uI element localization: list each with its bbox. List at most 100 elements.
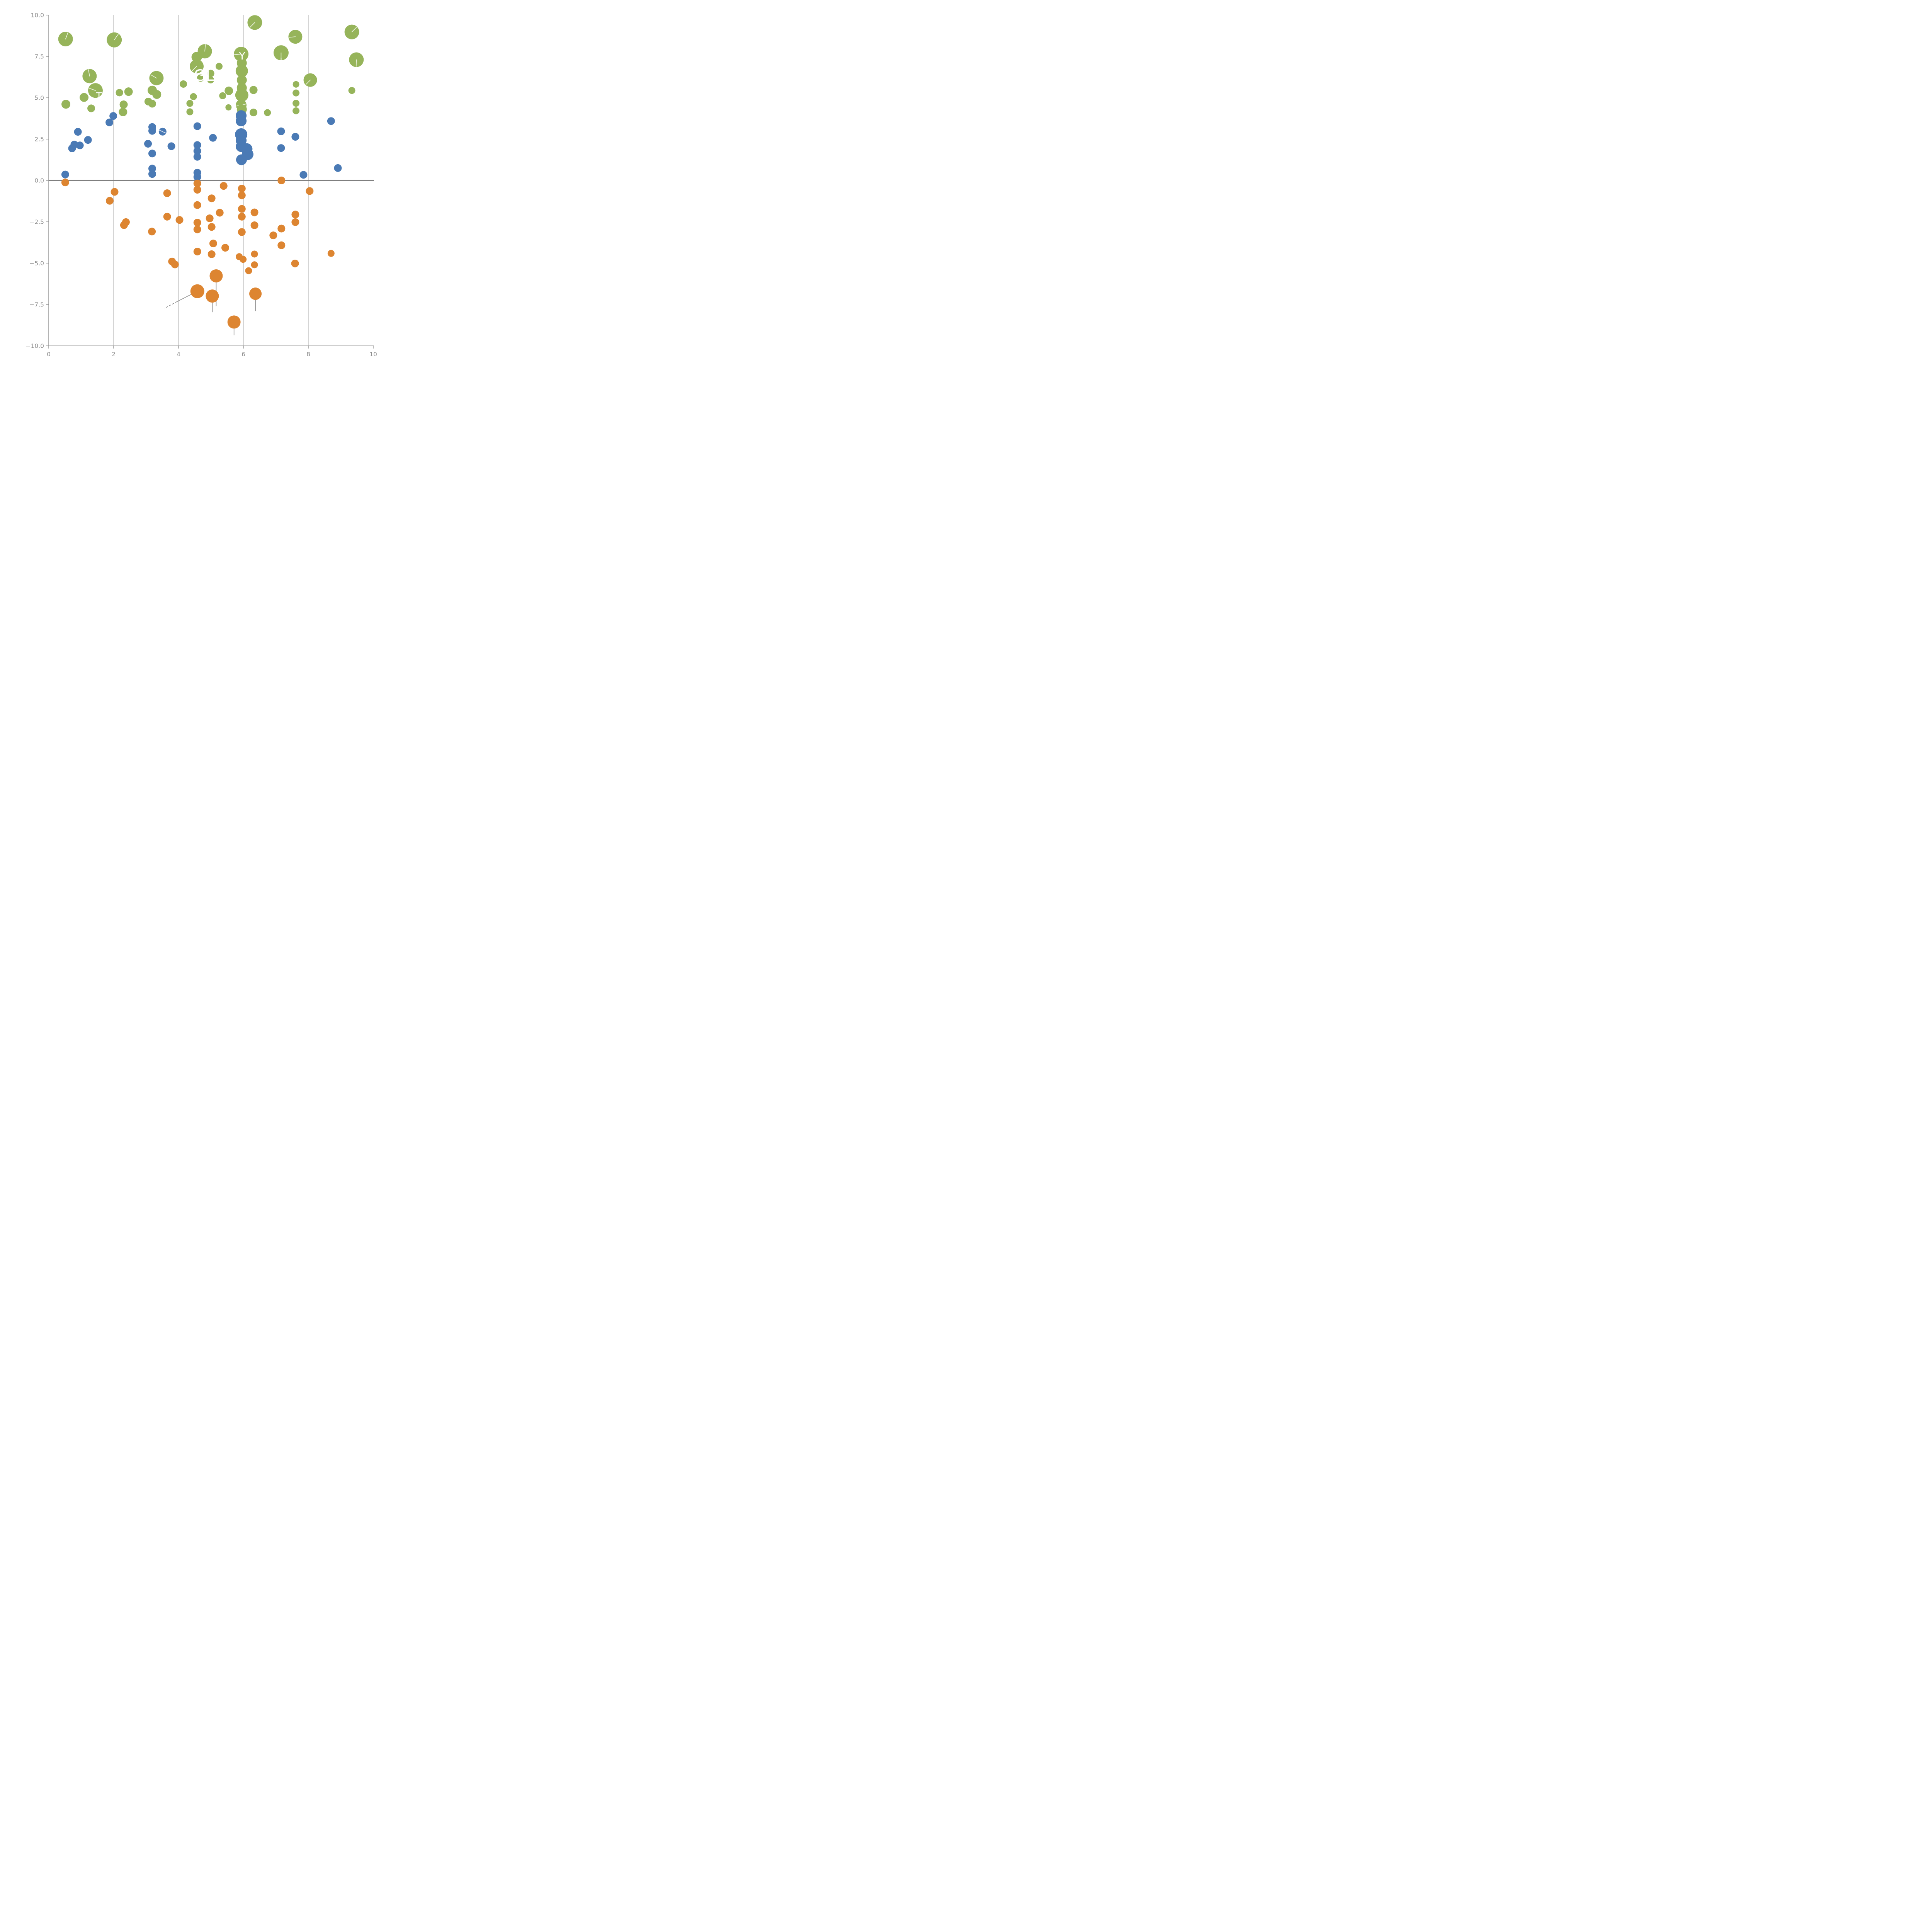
- bubble-label: Y: [238, 50, 245, 62]
- green-data-point: [186, 108, 194, 116]
- orange-data-point: [193, 248, 201, 256]
- orange-data-point: [209, 240, 217, 248]
- x-tick-label: 8: [306, 351, 310, 358]
- y-tick-label: 7.5: [34, 53, 44, 60]
- orange-data-point: [238, 228, 246, 236]
- green-data-point: [87, 104, 95, 112]
- orange-data-point: [291, 218, 299, 226]
- blue-data-point: [334, 164, 342, 172]
- green-data-point: [219, 92, 226, 99]
- orange-data-point: [277, 241, 286, 249]
- blue-data-point: [74, 128, 82, 136]
- orange-data-point: [238, 191, 246, 199]
- orange-data-point: [245, 267, 252, 274]
- x-tick-label: 4: [177, 351, 180, 358]
- green-data-point: [124, 87, 133, 96]
- orange-data-point: [291, 211, 299, 219]
- orange-data-point: [250, 208, 259, 216]
- green-data-point: [207, 76, 214, 83]
- blue-data-point: [193, 153, 201, 161]
- orange-data-point: [190, 284, 204, 298]
- orange-data-point: [238, 184, 246, 192]
- blue-data-point: [277, 144, 285, 152]
- green-data-point: [236, 75, 247, 85]
- y-tick-label: −10.0: [26, 343, 44, 350]
- bubble-needle: [355, 59, 357, 67]
- bubble-needle: [88, 69, 90, 77]
- green-data-point: [264, 109, 271, 116]
- x-tick-label: 2: [112, 351, 116, 358]
- orange-data-point: [209, 269, 223, 282]
- orange-data-point: [61, 179, 69, 187]
- blue-data-point: [193, 173, 201, 181]
- blue-data-point: [144, 139, 152, 148]
- orange-data-point: [163, 189, 171, 197]
- blue-data-point: [61, 170, 69, 179]
- orange-data-point: [207, 250, 216, 258]
- green-data-point: [249, 86, 258, 94]
- x-tick-label: 6: [242, 351, 245, 358]
- orange-data-point: [207, 194, 216, 202]
- green-data-point: [293, 81, 299, 88]
- green-data-point: [119, 100, 128, 109]
- orange-data-point: [206, 214, 214, 223]
- orange-data-point: [120, 221, 128, 229]
- orange-data-point: [269, 231, 277, 240]
- orange-data-point: [216, 209, 224, 217]
- green-data-point: [61, 100, 71, 109]
- y-tick-label: 5.0: [34, 95, 44, 102]
- green-data-point: [216, 63, 223, 70]
- orange-data-point: [206, 289, 219, 303]
- orange-data-point: [148, 228, 156, 236]
- orange-data-point: [219, 182, 228, 190]
- bubble-needle: [191, 66, 197, 72]
- orange-data-point: [193, 201, 201, 209]
- blue-data-point: [193, 147, 201, 155]
- blue-data-point: [148, 170, 156, 178]
- y-tick-label: −2.5: [29, 219, 44, 226]
- green-data-point: [148, 100, 156, 108]
- y-tick-label: 0.0: [34, 177, 44, 184]
- orange-data-point: [171, 260, 179, 269]
- y-tick-label: 10.0: [31, 12, 44, 19]
- y-tick-label: −5.0: [29, 260, 44, 267]
- blue-data-point: [277, 127, 285, 135]
- stem-line: [164, 301, 177, 309]
- bubble-label: T: [96, 90, 102, 102]
- blue-data-point: [299, 171, 308, 179]
- blue-data-point: [291, 133, 299, 141]
- green-data-point: [225, 104, 232, 111]
- orange-data-point: [111, 188, 119, 196]
- green-data-point: [191, 52, 202, 63]
- blue-data-point: [209, 134, 217, 142]
- orange-data-point: [251, 261, 258, 269]
- bubble-needle: [351, 27, 357, 32]
- orange-data-point: [193, 225, 201, 233]
- x-tick-label: 10: [369, 351, 377, 358]
- green-data-point: [235, 65, 248, 77]
- orange-data-point: [249, 287, 262, 300]
- bubble-label: .l.: [277, 57, 285, 67]
- blue-data-point: [105, 118, 114, 126]
- green-data-point: [348, 87, 355, 94]
- bubble-needle: [150, 74, 157, 78]
- plot-canvas: 10.0 7.5 5.0 2.5 0.0 −2.5 −5.0 −7.5 −10.00 2 4 6 8 10…: [26, 12, 377, 358]
- orange-data-point: [238, 213, 246, 221]
- orange-data-point: [240, 256, 247, 263]
- green-data-point: [250, 109, 258, 117]
- blue-data-point: [76, 141, 84, 150]
- blue-data-point: [193, 122, 201, 130]
- blue-data-point: [148, 127, 156, 135]
- orange-data-point: [193, 179, 201, 187]
- orange-data-point: [207, 223, 216, 231]
- blue-data-point: [236, 115, 247, 126]
- orange-data-point: [227, 315, 241, 329]
- orange-data-point: [250, 221, 259, 229]
- orange-data-point: [221, 244, 229, 252]
- orange-data-point: [306, 187, 314, 195]
- green-data-point: [197, 74, 204, 82]
- green-data-point: [119, 107, 128, 116]
- blue-data-point: [84, 136, 92, 144]
- bubble-needle: [88, 88, 96, 91]
- blue-data-point: [327, 117, 335, 125]
